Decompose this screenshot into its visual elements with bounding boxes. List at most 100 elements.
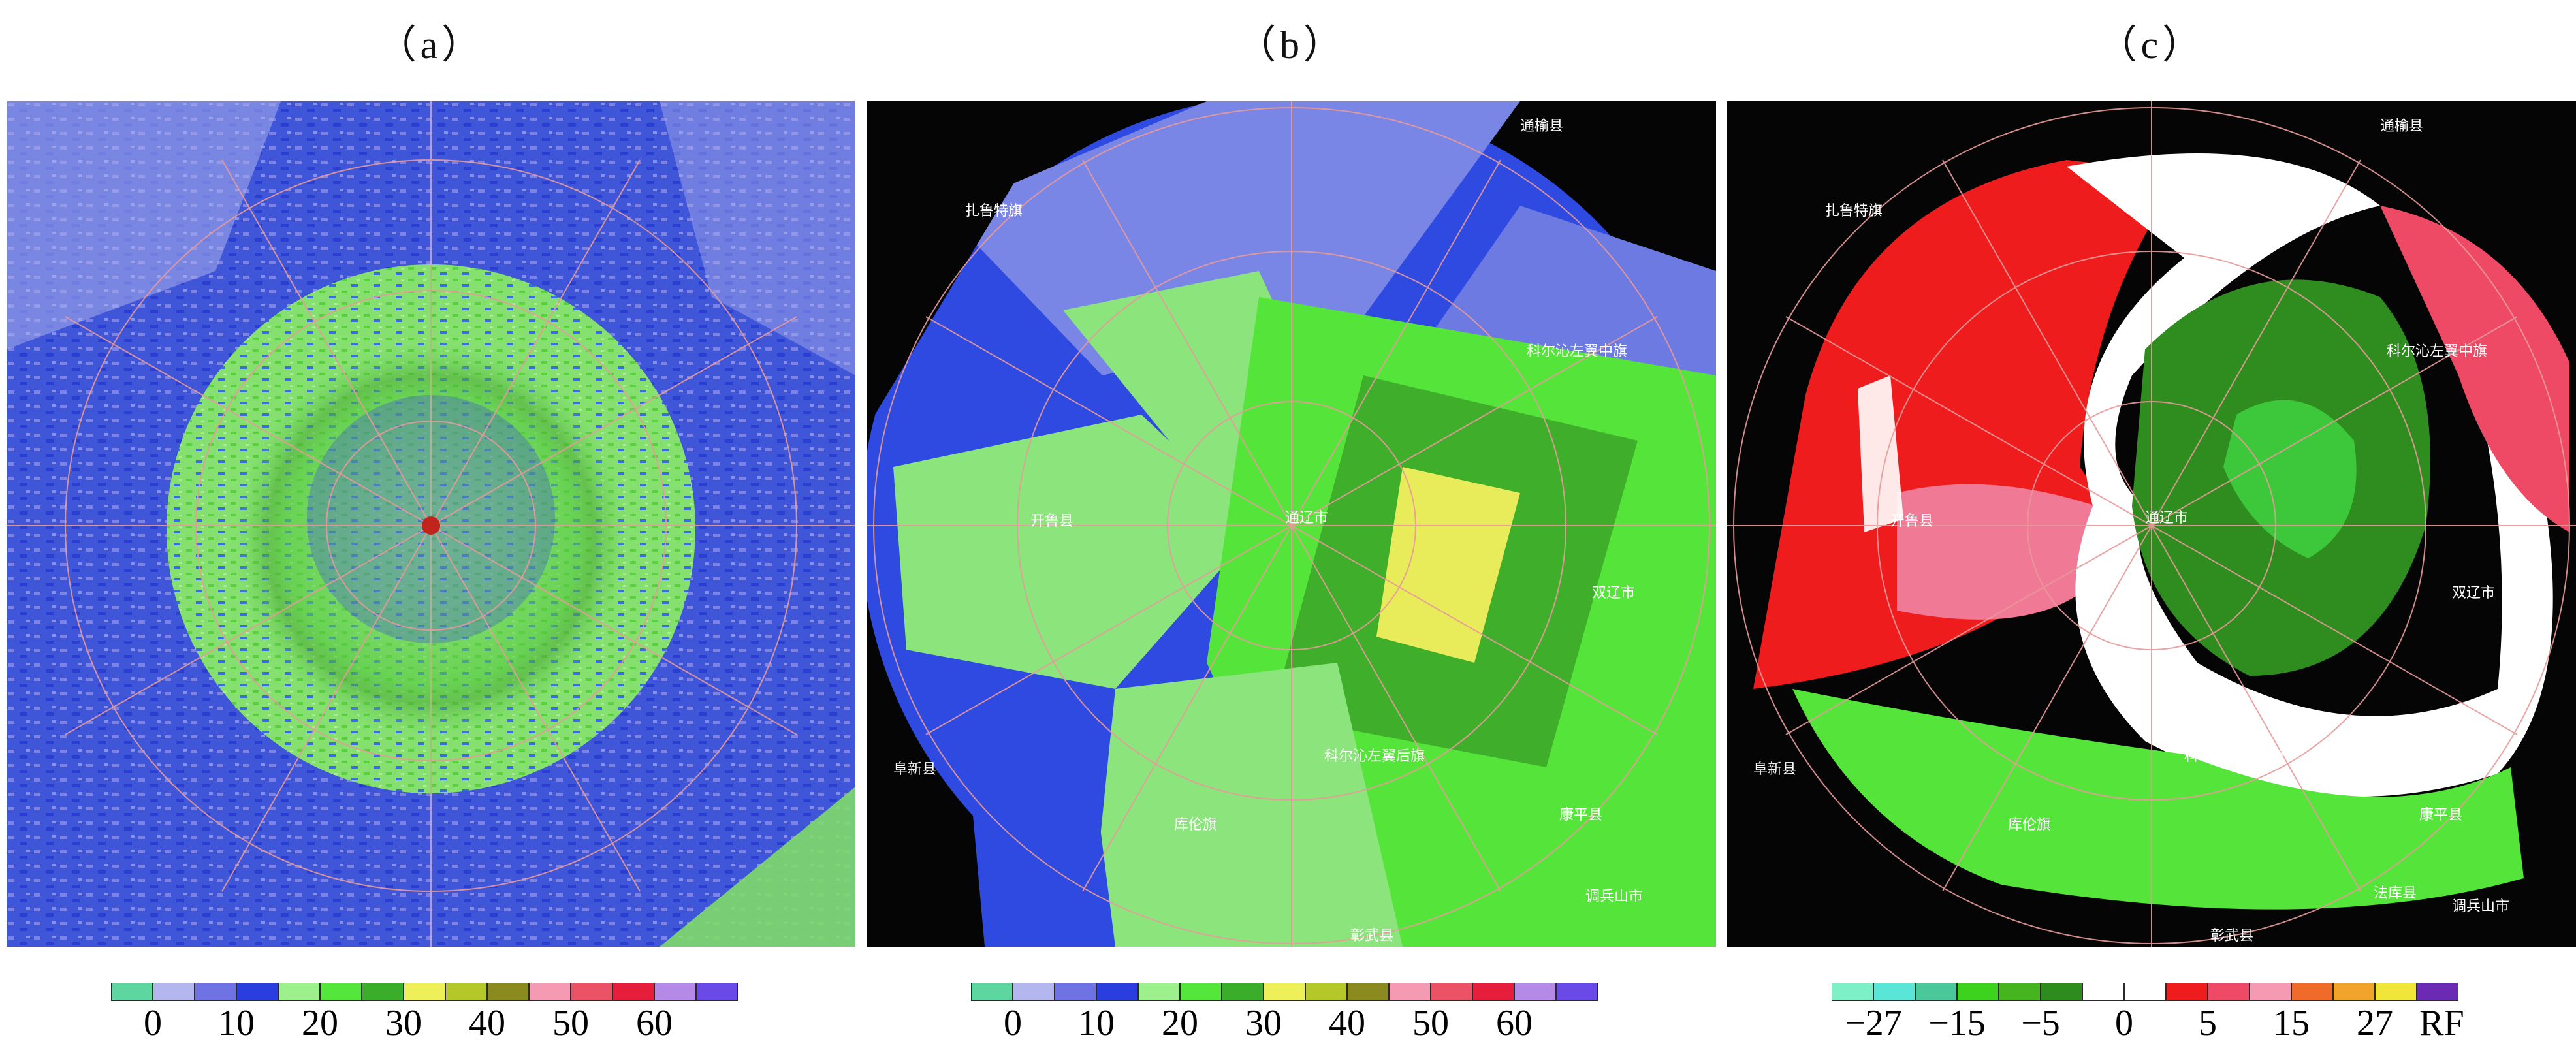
colorbar-tick-label: 60	[636, 1003, 673, 1043]
place-fuxin: 阜新县	[893, 761, 936, 778]
colorbar-cell	[1556, 983, 1598, 1001]
colorbar-cell	[404, 983, 445, 1001]
colorbar-tick-label: 40	[1329, 1003, 1365, 1043]
colorbar-cell	[1055, 983, 1096, 1001]
colorbar-cell	[529, 983, 571, 1001]
colorbar-tick-label: 0	[1004, 1003, 1022, 1043]
colorbar-cell	[1096, 983, 1138, 1001]
colorbar-cell	[1180, 983, 1222, 1001]
radar-site-marker	[422, 516, 440, 535]
colorbar-cell	[1873, 983, 1915, 1001]
colorbar-tick-label: 30	[385, 1003, 422, 1043]
panel-b-title: （b）	[1237, 24, 1346, 67]
colorbar-cell	[2124, 983, 2166, 1001]
colorbar-tick-label: 50	[552, 1003, 589, 1043]
colorbar-cell	[1957, 983, 1999, 1001]
colorbar-cell	[236, 983, 278, 1001]
place-kailu: 开鲁县	[1030, 513, 1073, 530]
colorbar-tick-label: 20	[1162, 1003, 1198, 1043]
colorbar-tick-label: 10	[1078, 1003, 1115, 1043]
panel-c-title: （c）	[2097, 24, 2206, 67]
colorbar-cell	[1431, 983, 1472, 1001]
colorbar-cell	[2208, 983, 2250, 1001]
place-shuangliao-c: 双辽市	[2452, 585, 2495, 601]
colorbar-cell	[362, 983, 404, 1001]
colorbar-cell	[1999, 983, 2041, 1001]
place-zhangwu-c: 彰武县	[2210, 928, 2253, 944]
colorbar-cell	[1915, 983, 1957, 1001]
place-diaobingshan-c: 调兵山市	[2452, 898, 2509, 915]
place-kangping-c: 康平县	[2419, 807, 2462, 823]
colorbar-b	[971, 983, 1598, 1001]
colorbar-cell	[1305, 983, 1347, 1001]
colorbar-tick-label: 50	[1412, 1003, 1449, 1043]
colorbar-cell	[1013, 983, 1055, 1001]
colorbar-tick-label: 60	[1496, 1003, 1533, 1043]
colorbar-cell	[612, 983, 654, 1001]
colorbar-cell	[1472, 983, 1514, 1001]
colorbar-cell	[971, 983, 1013, 1001]
colorbar-cell	[571, 983, 612, 1001]
colorbar-a	[111, 983, 738, 1001]
place-kangping: 康平县	[1559, 807, 1602, 823]
colorbar-cell	[111, 983, 153, 1001]
colorbar-cell	[1832, 983, 1873, 1001]
colorbar-tick-label: −27	[1845, 1003, 1902, 1043]
radar-panel-b: 扎鲁特旗 通榆县 科尔沁左翼中旗 通辽市 开鲁县 双辽市 科尔沁左翼后旗 阜新县…	[867, 101, 1716, 947]
colorbar-c	[1832, 983, 2458, 1001]
radar-panel-a	[7, 101, 855, 947]
colorbar-cell	[320, 983, 362, 1001]
place-zhangwu: 彰武县	[1350, 928, 1393, 944]
colorbar-tick-label: 27	[2357, 1003, 2393, 1043]
radar-panel-c: 扎鲁特旗 通榆县 科尔沁左翼中旗 通辽市 开鲁县 双辽市 科尔沁左翼后旗 阜新县…	[1727, 101, 2576, 947]
colorbar-cell	[2250, 983, 2291, 1001]
colorbar-cell	[2166, 983, 2208, 1001]
colorbar-tick-label: 0	[144, 1003, 162, 1043]
place-keerqin-zuohou-c: 科尔沁左翼后旗	[2184, 748, 2285, 765]
place-fuxin-c: 阜新县	[1753, 761, 1796, 778]
place-tongliao: 通辽市	[1285, 510, 1328, 526]
place-keerqin-zuozhong: 科尔沁左翼中旗	[1527, 343, 1627, 360]
colorbar-cell	[2333, 983, 2375, 1001]
colorbar-tick-label: 20	[302, 1003, 338, 1043]
colorbar-cell	[445, 983, 487, 1001]
colorbar-cell	[2082, 983, 2124, 1001]
place-keerqin-zuohou: 科尔沁左翼后旗	[1324, 748, 1425, 765]
place-kailu-c: 开鲁县	[1890, 513, 1933, 530]
colorbar-tick-label: −5	[2021, 1003, 2060, 1043]
colorbar-cell	[696, 983, 738, 1001]
place-tongyu-c: 通榆县	[2380, 118, 2423, 135]
colorbar-tick-label: 5	[2199, 1003, 2217, 1043]
place-kulun: 库伦旗	[1174, 817, 1217, 833]
colorbar-cell	[2291, 983, 2333, 1001]
colorbar-tick-label: RF	[2419, 1003, 2464, 1043]
colorbar-cell	[278, 983, 320, 1001]
place-faku-c: 法库县	[2374, 885, 2417, 902]
place-zhalute-c: 扎鲁特旗	[1825, 203, 1883, 219]
colorbar-cell	[2375, 983, 2417, 1001]
place-zhalute: 扎鲁特旗	[965, 203, 1023, 219]
colorbar-cell	[1264, 983, 1305, 1001]
place-diaobingshan: 调兵山市	[1585, 889, 1643, 905]
colorbar-cell	[1347, 983, 1389, 1001]
colorbar-cell	[2041, 983, 2082, 1001]
colorbar-cell	[654, 983, 696, 1001]
colorbar-tick-label: 10	[218, 1003, 255, 1043]
colorbar-cell	[1514, 983, 1556, 1001]
colorbar-tick-label: 30	[1245, 1003, 1282, 1043]
place-kulun-c: 库伦旗	[2008, 817, 2051, 833]
colorbar-tick-label: 0	[2115, 1003, 2133, 1043]
colorbar-cell	[195, 983, 236, 1001]
colorbar-cell	[153, 983, 195, 1001]
colorbar-tick-label: 15	[2273, 1003, 2310, 1043]
colorbar-cell	[487, 983, 529, 1001]
colorbar-tick-label: 40	[469, 1003, 505, 1043]
colorbar-cell	[2417, 983, 2458, 1001]
colorbar-cell	[1222, 983, 1264, 1001]
colorbar-cell	[1138, 983, 1180, 1001]
place-tongliao-c: 通辽市	[2145, 510, 2188, 526]
place-keerqin-zuozhong-c: 科尔沁左翼中旗	[2387, 343, 2487, 360]
panel-a-title: （a）	[377, 24, 485, 67]
place-tongyu: 通榆县	[1520, 118, 1563, 135]
place-shuangliao: 双辽市	[1592, 585, 1635, 601]
